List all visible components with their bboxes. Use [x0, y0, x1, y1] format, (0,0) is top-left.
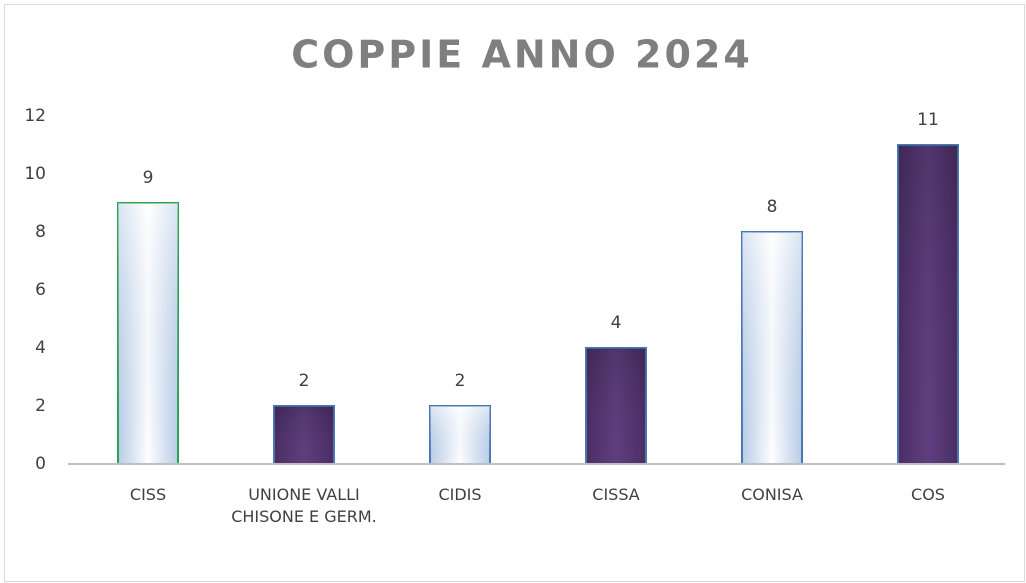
x-tick-label: CISS — [129, 485, 167, 504]
y-tick-label: 4 — [35, 338, 46, 358]
bar — [117, 202, 179, 465]
y-tick-label: 8 — [35, 222, 46, 242]
y-tick-label: 10 — [24, 164, 46, 184]
x-tick-label: COS — [911, 485, 945, 504]
y-tick-label: 12 — [24, 106, 46, 126]
x-tick-label: CIDIS — [438, 485, 482, 504]
data-label: 8 — [767, 197, 778, 217]
x-tick-label: CISSA — [592, 485, 640, 504]
data-label: 11 — [917, 110, 939, 130]
data-label: 9 — [143, 168, 154, 188]
x-tick-label: CONISA — [741, 485, 803, 504]
bar — [273, 405, 335, 465]
data-label: 4 — [611, 313, 622, 333]
bar — [897, 144, 959, 465]
bar — [585, 347, 647, 465]
bar — [741, 231, 803, 465]
x-tick-label: UNIONE VALLI CHISONE E GERM. — [231, 485, 377, 526]
y-tick-label: 6 — [35, 280, 46, 300]
bar — [429, 405, 491, 465]
data-label: 2 — [455, 371, 466, 391]
y-tick-label: 2 — [35, 396, 46, 416]
data-label: 2 — [299, 371, 310, 391]
y-tick-label: 0 — [35, 454, 46, 474]
chart-title: COPPIE ANNO 2024 — [291, 33, 753, 77]
